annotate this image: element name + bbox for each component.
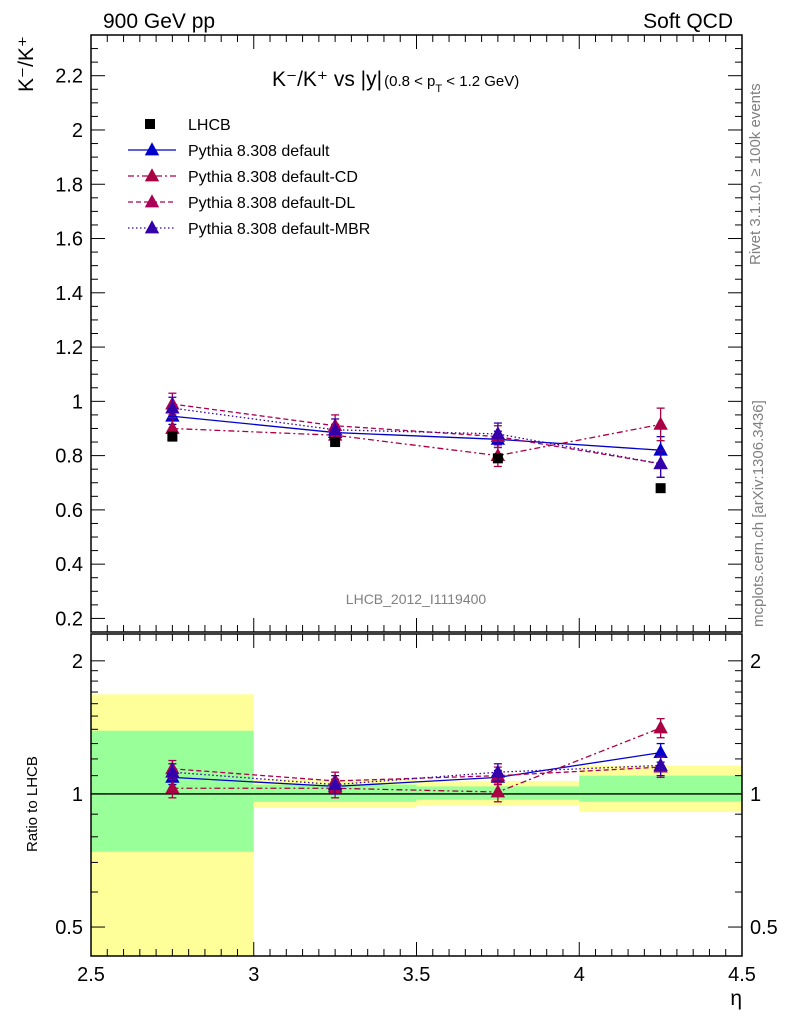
legend-marker-dl bbox=[144, 194, 160, 208]
ratio-point-cd bbox=[490, 784, 506, 798]
band-inner bbox=[579, 775, 742, 802]
ratio-y-tick-label-right: 0.5 bbox=[750, 917, 778, 939]
y-axis-label-main: K⁻/K⁺ bbox=[15, 36, 38, 92]
data-point-lhcb bbox=[167, 431, 178, 442]
legend-marker-mbr bbox=[144, 220, 160, 234]
legend-label-cd: Pythia 8.308 default-CD bbox=[188, 169, 358, 186]
main-point-mbr bbox=[165, 400, 180, 414]
main-point-cd bbox=[165, 420, 180, 434]
ratio-y-tick-label: 2 bbox=[72, 651, 83, 673]
chart-title-main: K⁻/K⁺ vs |y| bbox=[272, 68, 382, 91]
header-right: Soft QCD bbox=[643, 10, 733, 33]
main-line-cd bbox=[172, 423, 661, 457]
main-plot-content bbox=[165, 392, 668, 494]
legend-label-lhcb: LHCB bbox=[188, 117, 231, 134]
ratio-point-cd bbox=[165, 780, 180, 794]
y-tick-label: 1.4 bbox=[55, 283, 83, 305]
ratio-y-tick-label-right: 1 bbox=[750, 784, 761, 806]
y-tick-label: 1.8 bbox=[55, 174, 83, 196]
ratio-point-mbr bbox=[165, 764, 180, 778]
chart-title-cut-sub: T bbox=[435, 83, 442, 95]
ratio-ticks: 0.5 0.5 1 1 2 2 2.5 3 3.5 4 4.5 bbox=[55, 634, 778, 986]
x-tick-label: 3 bbox=[248, 964, 259, 986]
x-tick-label: 3.5 bbox=[403, 964, 431, 986]
ratio-line-default bbox=[172, 751, 661, 788]
chart-title: K⁻/K⁺ vs |y| (0.8 < pT < 1.2 GeV) bbox=[272, 68, 519, 95]
data-point-lhcb bbox=[655, 483, 666, 494]
data-point-lhcb bbox=[492, 453, 503, 464]
legend-marker-lhcb bbox=[145, 119, 155, 129]
x-tick-label: 4.5 bbox=[728, 964, 756, 986]
ratio-point-mbr bbox=[653, 757, 668, 771]
legend-label-dl: Pythia 8.308 default-DL bbox=[188, 195, 355, 212]
ratio-y-tick-label: 1 bbox=[72, 784, 83, 806]
legend-marker-default bbox=[144, 142, 160, 156]
y-tick-label: 2.2 bbox=[55, 66, 83, 88]
main-point-mbr bbox=[653, 455, 668, 470]
main-point-mbr bbox=[490, 426, 506, 440]
chart-title-cut-end: < 1.2 GeV) bbox=[442, 73, 519, 90]
y-tick-label: 0.4 bbox=[55, 554, 83, 576]
ratio-point-default bbox=[653, 744, 668, 759]
x-tick-label: 2.5 bbox=[77, 964, 105, 986]
main-line-default bbox=[172, 415, 661, 451]
chart-title-cut: (0.8 < p bbox=[384, 73, 435, 90]
ratio-point-mbr bbox=[327, 776, 343, 790]
legend-label-mbr: Pythia 8.308 default-MBR bbox=[188, 221, 370, 238]
y-tick-label: 0.6 bbox=[55, 500, 83, 522]
main-point-mbr bbox=[327, 422, 343, 436]
main-panel: 0.2 0.4 0.6 0.8 1 1.2 1.4 1.6 1.8 2 2.2 bbox=[55, 34, 743, 633]
ratio-y-tick-label-right: 2 bbox=[750, 651, 761, 673]
header-left: 900 GeV pp bbox=[103, 10, 215, 33]
legend: LHCB Pythia 8.308 default Pythia 8.308 def… bbox=[128, 117, 370, 238]
mcplots-label: mcplots.cern.ch [arXiv:1306.3436] bbox=[750, 400, 767, 627]
ratio-point-mbr bbox=[490, 764, 506, 778]
legend-label-default: Pythia 8.308 default bbox=[188, 143, 330, 160]
main-line-dl bbox=[172, 403, 661, 465]
y-tick-label: 0.8 bbox=[55, 446, 83, 468]
y-tick-label: 1.2 bbox=[55, 337, 83, 359]
x-axis-label: η bbox=[730, 987, 742, 1010]
x-tick-label: 4 bbox=[574, 964, 585, 986]
y-tick-label: 0.2 bbox=[55, 608, 83, 630]
legend-marker-cd bbox=[144, 168, 160, 182]
y-tick-label: 2 bbox=[72, 120, 83, 142]
ratio-y-tick-label: 0.5 bbox=[55, 917, 83, 939]
y-tick-label: 1.6 bbox=[55, 229, 83, 251]
main-point-cd bbox=[653, 416, 668, 430]
ratio-point-cd bbox=[653, 720, 668, 734]
analysis-id: LHCB_2012_I1119400 bbox=[346, 591, 487, 607]
rivet-label: Rivet 3.1.10, ≥ 100k events bbox=[747, 83, 764, 265]
ratio-line-mbr bbox=[172, 764, 661, 786]
y-axis-label-ratio: Ratio to LHCB bbox=[24, 756, 41, 852]
y-tick-label: 1 bbox=[72, 391, 83, 413]
main-point-default bbox=[653, 442, 668, 456]
main-ticks: 0.2 0.4 0.6 0.8 1 1.2 1.4 1.6 1.8 2 2.2 bbox=[55, 34, 743, 633]
data-point-lhcb bbox=[330, 437, 341, 448]
ratio-panel: 0.5 0.5 1 1 2 2 2.5 3 3.5 4 4.5 bbox=[55, 633, 778, 986]
ratio-plot-content bbox=[91, 694, 742, 956]
